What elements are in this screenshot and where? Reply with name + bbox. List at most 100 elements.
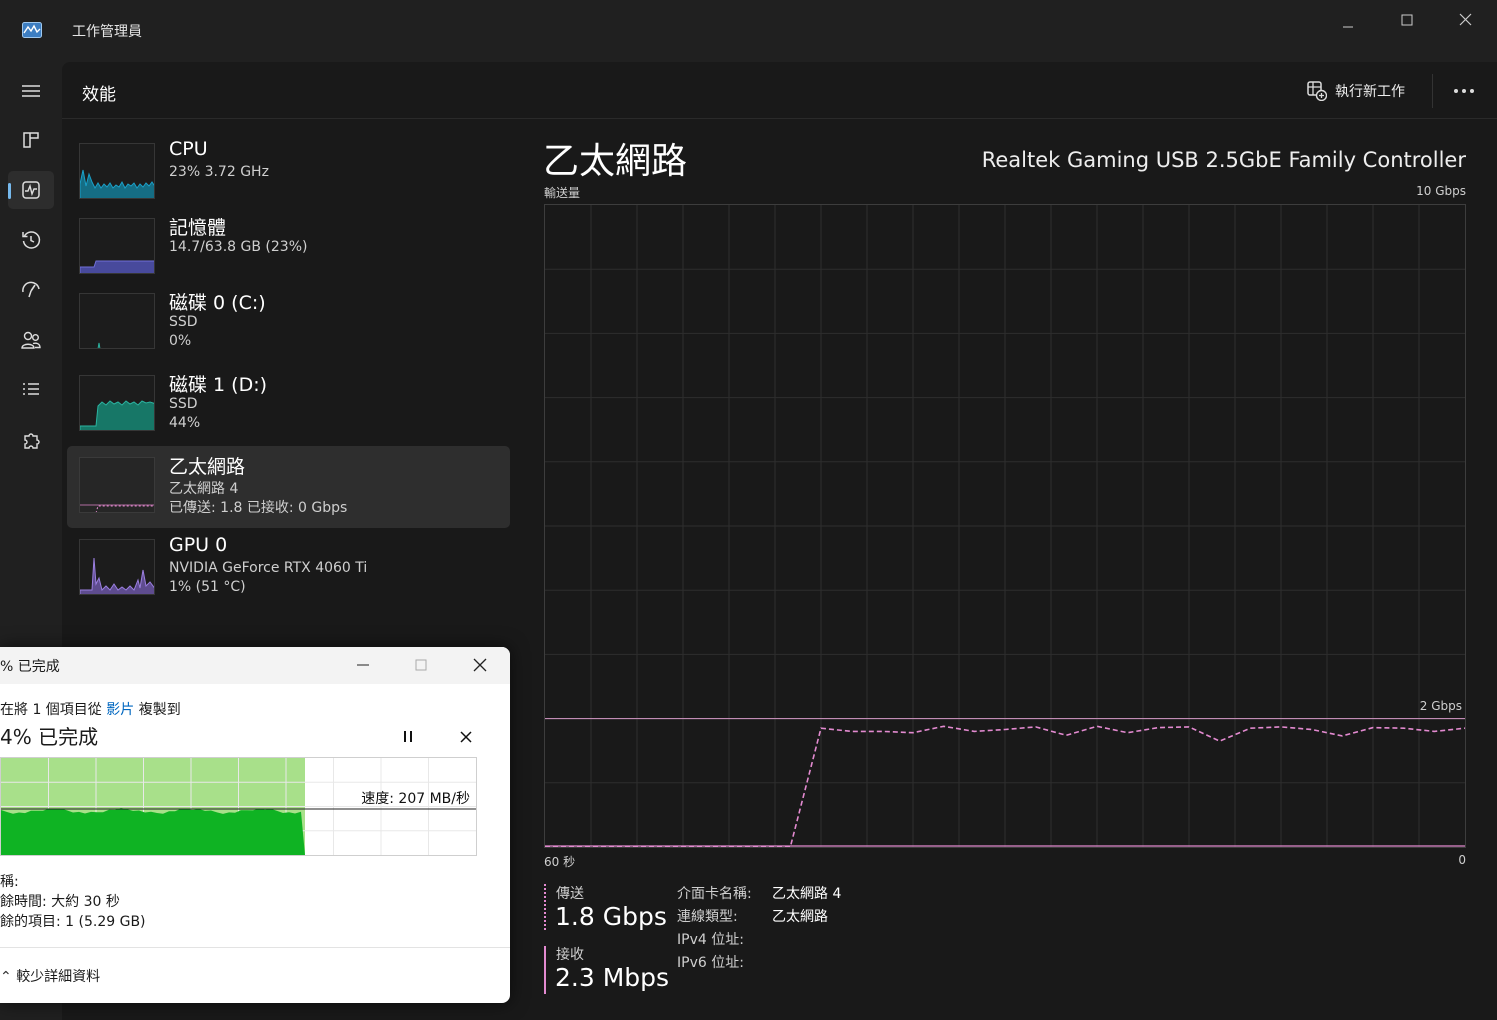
receive-legend-line [544,946,546,994]
transfer-graph-svg [1,758,476,855]
hamburger-icon [22,85,40,97]
gpu-thumbnail-graph [79,539,155,595]
time-remaining: 餘時間: 大約 30 秒 [0,894,120,910]
device-detail: SSD [169,314,198,330]
more-options-button[interactable] [1450,78,1478,104]
info-key: 介面卡名稱: [677,886,752,902]
info-key: IPv6 位址: [677,955,744,971]
transfer-speed-area [1,808,305,855]
history-icon [22,231,41,249]
receive-label: 接收 [556,947,584,963]
fewer-details-toggle[interactable]: ⌃ 較少詳細資料 [0,966,100,986]
send-legend-line [544,884,546,930]
copy-description: 在將 1 個項目從 影片 複製到 [0,699,181,719]
page-header: 效能 執行新工作 [62,62,1497,119]
app-title: 工作管理員 [72,24,142,40]
device-item-memory[interactable]: 記憶體 14.7/63.8 GB (23%) [67,207,510,289]
performance-icon [22,181,40,199]
run-new-task-label: 執行新工作 [1335,84,1405,100]
transfer-speed-graph: 速度: 207 MB/秒 [0,757,477,856]
cpu-thumbnail-graph [79,143,155,199]
device-name: 乙太網路 [169,456,246,478]
percent-complete: 4% 已完成 [0,725,99,749]
device-usage: 44% [169,415,201,431]
device-item-gpu[interactable]: GPU 0 NVIDIA GeForce RTX 4060 Ti 1% (51 … [67,528,510,610]
fewer-details-label: 較少詳細資料 [16,969,101,985]
device-item-disk-0[interactable]: 磁碟 0 (C:) SSD 0% [67,282,510,364]
x-axis-right-label: 0 [1458,853,1466,867]
processes-icon [23,132,39,148]
device-name: GPU 0 [169,534,228,556]
cancel-copy-button[interactable] [456,727,476,747]
dialog-title-bar: % 已完成 [0,647,510,684]
x-axis-left-label: 60 秒 [544,855,576,869]
task-manager-icon [22,22,42,38]
device-detail: 23% 3.72 GHz [169,164,269,180]
chevron-up-icon: ⌃ [0,969,17,985]
throughput-chart-svg [545,205,1466,848]
services-puzzle-icon [24,433,40,449]
device-item-ethernet[interactable]: 乙太網路 乙太網路 4 已傳送: 1.8 已接收: 0 Gbps [67,446,510,528]
copy-prefix: 在將 1 個項目從 [0,702,102,718]
pause-button[interactable] [398,727,418,747]
minimize-button[interactable] [1325,8,1371,32]
copy-suffix: 複製到 [138,702,181,718]
device-name: 磁碟 1 (D:) [169,374,268,396]
info-key: IPv4 位址: [677,932,744,948]
header-separator [1432,74,1433,108]
dialog-title: % 已完成 [0,659,60,675]
items-remaining: 餘的項目: 1 (5.29 GB) [0,914,146,930]
disk0-thumbnail-graph [79,293,155,349]
transfer-speed: 速度: 207 MB/秒 [361,791,470,807]
device-item-cpu[interactable]: CPU 23% 3.72 GHz [67,132,510,214]
active-indicator [8,183,11,199]
details-list-icon [23,383,39,395]
hamburger-menu-button[interactable] [8,72,54,110]
device-detail: 乙太網路 4 [169,481,239,497]
nav-performance[interactable] [8,171,54,209]
maximize-button[interactable] [1384,8,1430,32]
nav-users[interactable] [8,321,54,359]
info-value: 乙太網路 4 [772,886,842,902]
adapter-name: Realtek Gaming USB 2.5GbE Family Control… [981,148,1466,172]
device-item-disk-1[interactable]: 磁碟 1 (D:) SSD 44% [67,364,510,446]
title-bar: 工作管理員 [0,0,1497,62]
info-value: 乙太網路 [772,909,828,925]
nav-services[interactable] [8,421,54,459]
close-button[interactable] [1443,8,1489,32]
file-name-label: 稱: [0,874,19,890]
scale-marker-label: 2 Gbps [1419,699,1462,713]
device-name: 記憶體 [169,217,227,239]
pause-icon [404,731,412,742]
cancel-icon [460,731,472,743]
ethernet-thumbnail-graph [79,457,155,513]
dialog-maximize-button[interactable] [406,653,436,677]
device-detail: NVIDIA GeForce RTX 4060 Ti [169,560,368,576]
page-title: 效能 [82,85,116,105]
dialog-minimize-button[interactable] [348,653,378,677]
nav-processes[interactable] [8,121,54,159]
device-usage: 1% (51 °C) [169,579,246,595]
device-detail: 14.7/63.8 GB (23%) [169,239,308,255]
device-detail: SSD [169,396,198,412]
device-name: CPU [169,138,208,160]
copy-progress-dialog: % 已完成 在將 1 個項目從 影片 複製到 4% 已完成 速度: 207 MB… [0,647,510,1003]
disk1-thumbnail-graph [79,375,155,431]
more-icon [1454,89,1474,93]
nav-startup-apps[interactable] [8,271,54,309]
source-folder-link[interactable]: 影片 [106,702,135,718]
device-name: 磁碟 0 (C:) [169,292,266,314]
users-icon [21,331,41,349]
device-usage: 已傳送: 1.8 已接收: 0 Gbps [169,500,348,516]
speedometer-icon [22,281,40,298]
throughput-graph [544,204,1466,848]
receive-value: 2.3 Mbps [555,963,670,992]
memory-thumbnail-graph [79,218,155,274]
nav-details[interactable] [8,371,54,409]
dialog-separator [0,947,510,948]
dialog-close-button[interactable] [465,653,495,677]
run-new-task-button[interactable]: 執行新工作 [1307,79,1405,103]
chart-title: 乙太網路 [543,141,688,182]
nav-app-history[interactable] [8,221,54,259]
device-usage: 0% [169,333,192,349]
